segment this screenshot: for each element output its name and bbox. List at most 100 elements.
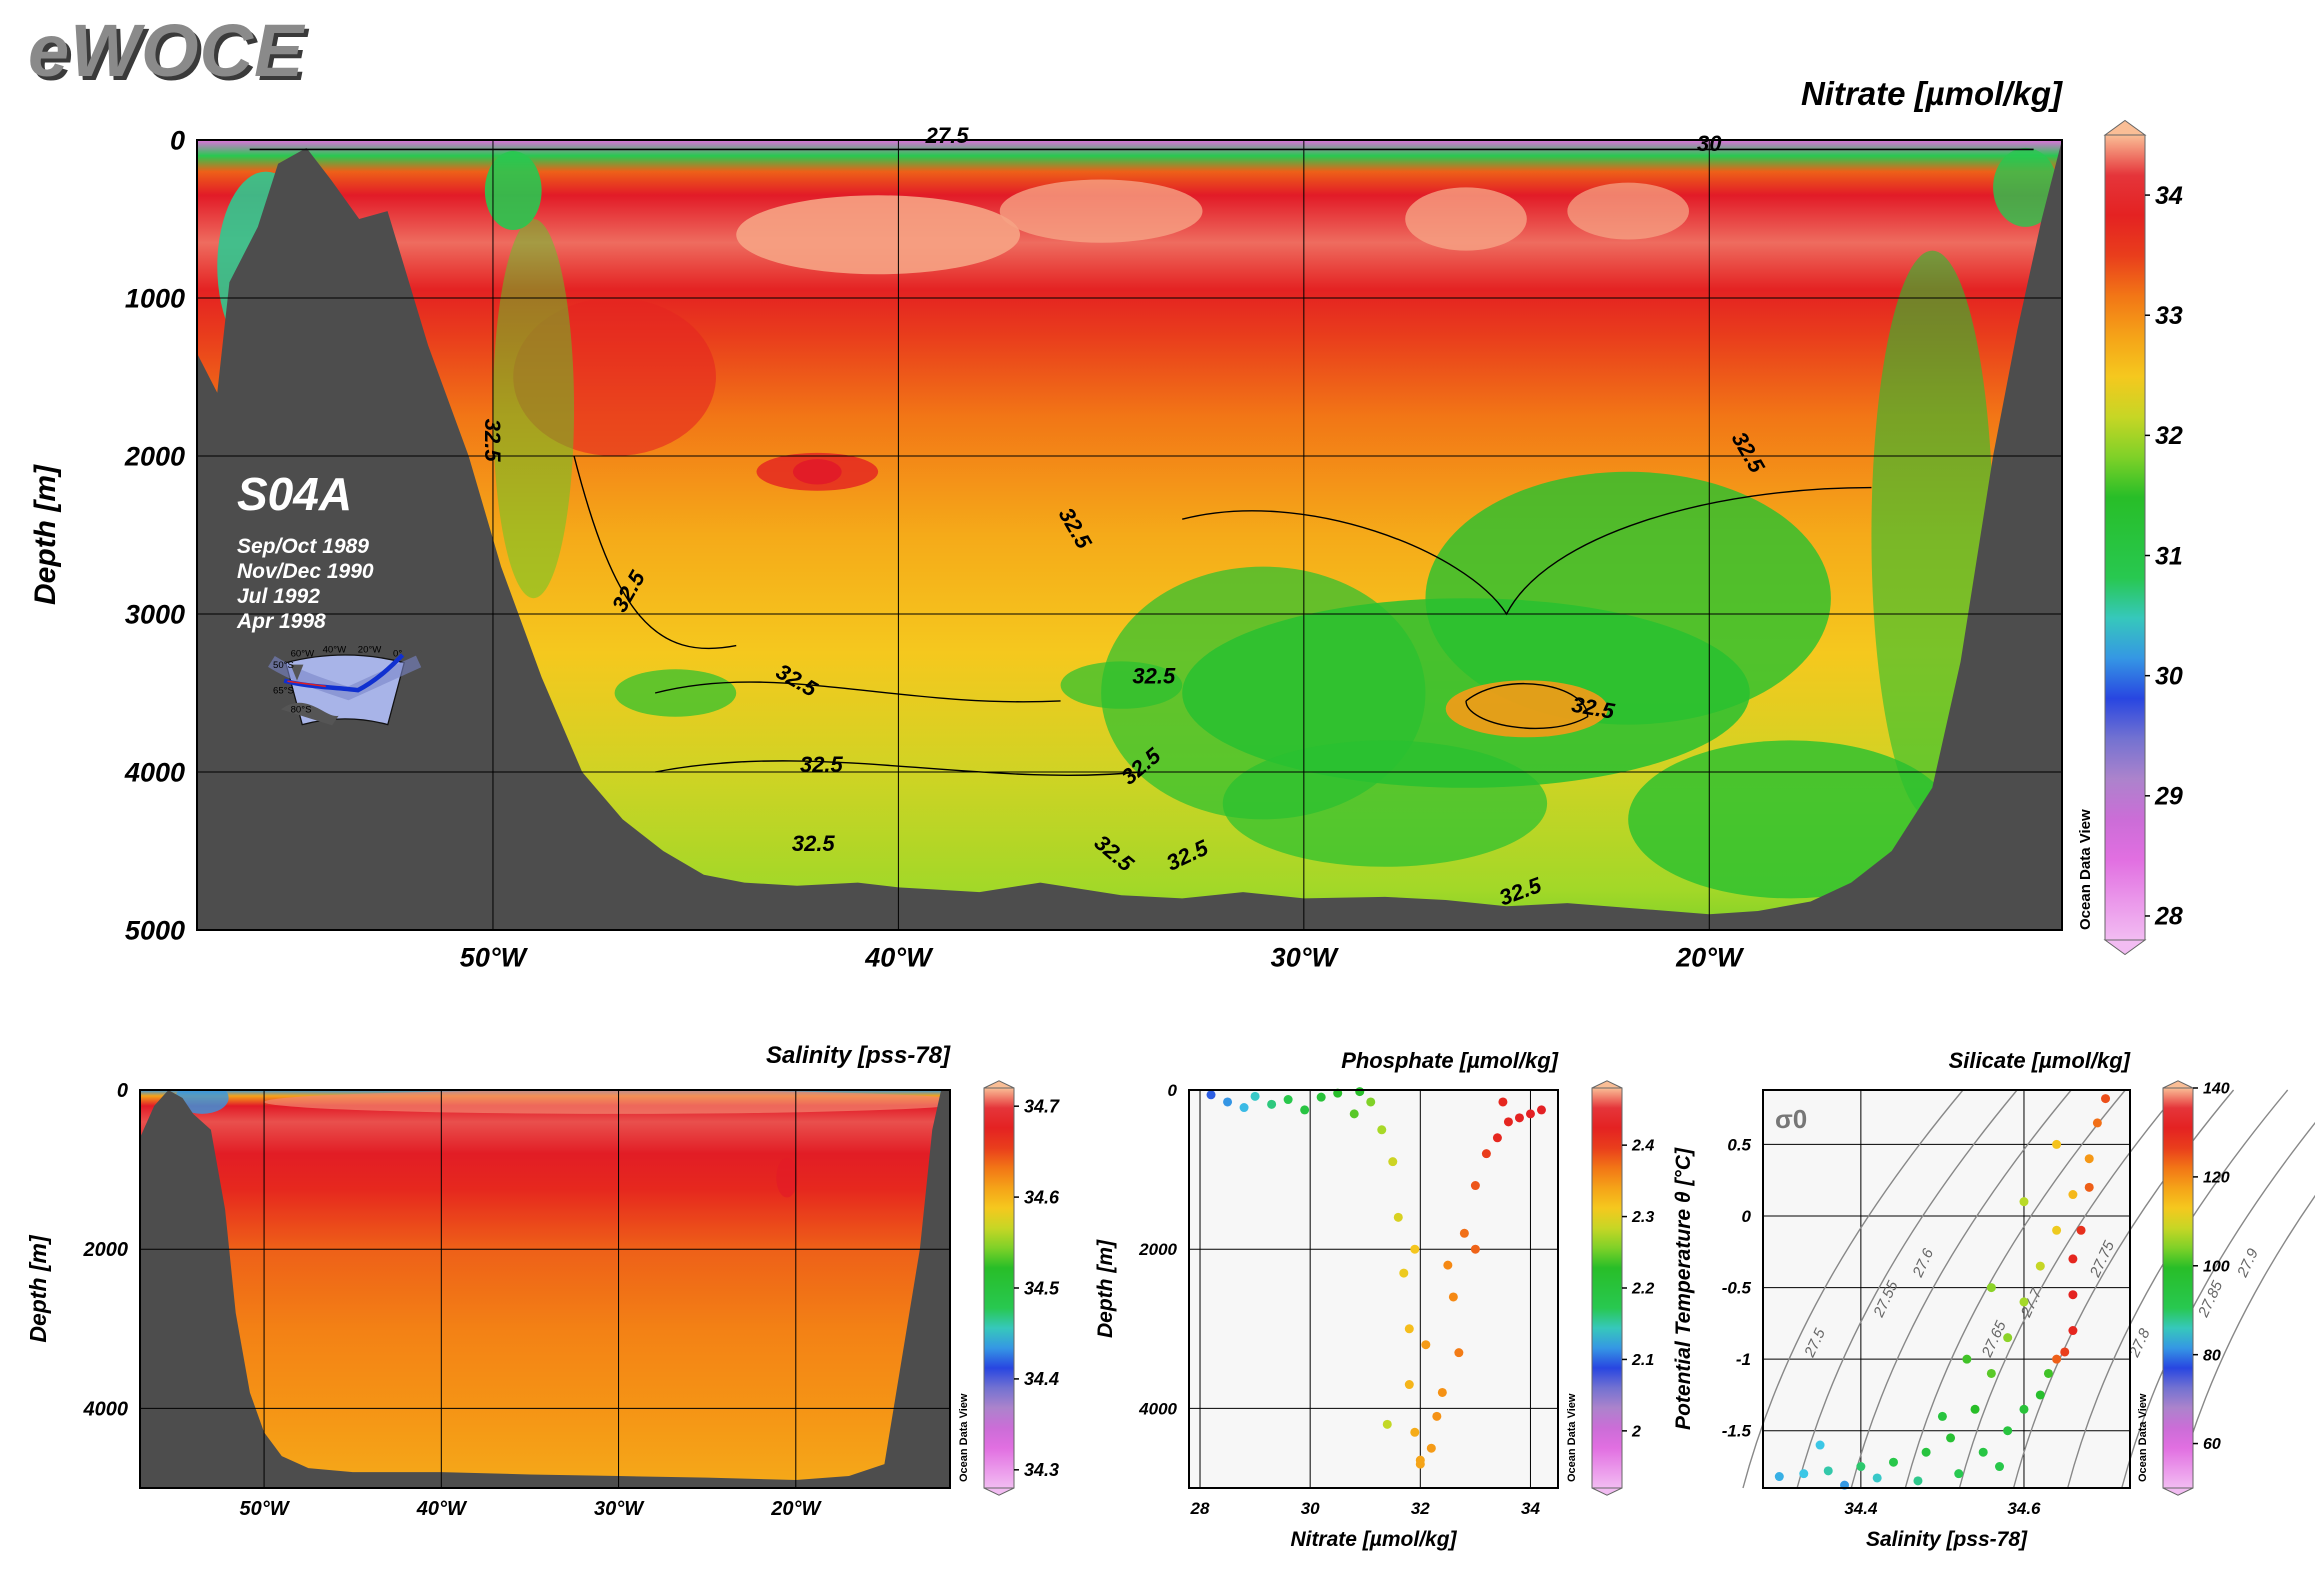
section-name: S04A — [237, 468, 352, 520]
scatter-point — [2019, 1297, 2029, 1307]
colorbar-tick-label: 120 — [2203, 1169, 2230, 1186]
scatter-point — [1946, 1433, 1956, 1443]
colorbar-ramp — [983, 1087, 1015, 1489]
isopycnal-label: 27.85 — [2195, 1278, 2227, 1321]
y-axis-label: Depth [m] — [1094, 1239, 1117, 1338]
colorbar-tick-label: 140 — [2203, 1081, 2230, 1098]
scatter-point — [1921, 1447, 1931, 1457]
colorbar-tick-label: 34 — [2155, 182, 2183, 210]
isopycnal-line — [1850, 1089, 2072, 1489]
isopycnal-line — [1796, 1089, 2018, 1489]
colorbar-tick-label: 33 — [2155, 302, 2183, 330]
field-patch — [776, 1157, 798, 1198]
scatter-point — [2019, 1197, 2029, 1207]
plot-frame — [1762, 1089, 2131, 1489]
colorbar-tick-label: 60 — [2203, 1436, 2221, 1453]
colorbar-bottom-arrow — [2162, 1487, 2194, 1496]
colorbar-tick-label: 34.3 — [1024, 1460, 1059, 1480]
scatter-point — [2101, 1094, 2111, 1104]
y-axis-label: Depth [m] — [25, 1234, 51, 1343]
scatter-point — [1536, 1105, 1546, 1115]
scatter-point — [1410, 1427, 1420, 1437]
scatter-point — [1404, 1324, 1414, 1334]
ocean-data-view-label: Ocean Data View — [958, 1393, 970, 1482]
scatter-point — [1503, 1117, 1513, 1127]
colorbar-bottom-arrow — [983, 1487, 1015, 1496]
bathymetry-seafloor — [140, 1090, 950, 1488]
scatter-point — [2068, 1190, 2078, 1200]
isopycnal-label: 27.9 — [2234, 1245, 2262, 1280]
scatter-point — [2076, 1225, 2086, 1235]
field-patch — [1060, 661, 1183, 709]
scatter-point — [2068, 1290, 2078, 1300]
isopycnal-line — [2121, 1121, 2315, 1489]
scatter-point — [1206, 1090, 1216, 1100]
chart-title: Salinity [pss-78] — [766, 1042, 951, 1069]
scatter-point — [1388, 1157, 1398, 1167]
y-tick-label: 2000 — [83, 1239, 129, 1261]
chart-title: Silicate [µmol/kg] — [1949, 1048, 2131, 1073]
y-tick-label: 0 — [117, 1080, 128, 1102]
y-axis-label: Potential Temperature θ [°C] — [1672, 1147, 1695, 1430]
scatter-point — [1815, 1440, 1825, 1450]
x-axis-label: Nitrate [µmol/kg] — [1290, 1528, 1457, 1551]
map-south-america — [290, 664, 304, 681]
colorbar-tick-label: 29 — [2154, 783, 2183, 811]
nitrate-depth-scatter: 28 30 32 34 0 2000 4000 Nitrate [µmol/kg] Depth … — [1094, 1048, 1559, 1551]
contour-label: 32.5 — [480, 419, 505, 463]
y-axis-label: Depth [m] — [29, 464, 62, 605]
ewoce-logo: eWOCE — [28, 9, 305, 92]
isopycnal-symbol: σ0 — [1775, 1104, 1807, 1134]
scatter-point — [1432, 1411, 1442, 1421]
colorbar-ramp — [1591, 1087, 1623, 1489]
scatter-point — [2003, 1333, 2013, 1343]
map-shelf — [268, 655, 422, 701]
scatter-point — [2060, 1347, 2070, 1357]
contour-label: 30 — [1697, 131, 1722, 156]
x-tick-label: 50°W — [460, 942, 529, 972]
isopycnal-line — [1958, 1089, 2180, 1489]
map-label: 40°W — [323, 644, 348, 655]
contour-line — [1465, 682, 1589, 730]
scatter-point — [2068, 1326, 2078, 1336]
y-tick-label: 4000 — [124, 757, 185, 787]
y-tick-label: 0 — [170, 125, 185, 155]
chart-title: Nitrate [µmol/kg] — [1801, 75, 2063, 112]
silicate-colorbar: 60 80 100 120 140 — [2162, 1080, 2230, 1496]
bathymetry-seafloor — [197, 140, 2062, 930]
scatter-point — [1970, 1404, 1980, 1414]
ocean-data-view-label: Ocean Data View — [1566, 1393, 1578, 1482]
scatter-point — [2003, 1426, 2013, 1436]
field-patch — [484, 151, 542, 231]
scatter-point — [2035, 1261, 2045, 1271]
scatter-point — [1250, 1091, 1260, 1101]
x-axis-label: Salinity [pss-78] — [1866, 1528, 2028, 1551]
x-tick-label: 50°W — [240, 1498, 291, 1520]
scatter-point — [1349, 1109, 1359, 1119]
plot-background — [1189, 1090, 1558, 1488]
y-tick-label: -0.5 — [1722, 1279, 1752, 1298]
cruise-date: Nov/Dec 1990 — [237, 560, 374, 583]
scatter-point — [1888, 1457, 1898, 1467]
field-patch — [1425, 471, 1831, 725]
scatter-point — [2052, 1225, 2062, 1235]
scatter-point — [1470, 1181, 1480, 1191]
x-tick-label: 32 — [1411, 1499, 1430, 1518]
scatter-point — [1799, 1469, 1809, 1479]
chart-title: Phosphate [µmol/kg] — [1341, 1048, 1558, 1073]
y-tick-label: -1.5 — [1722, 1422, 1752, 1441]
scatter-point — [2043, 1368, 2053, 1378]
x-tick-label: 34 — [1521, 1499, 1540, 1518]
scatter-point — [1459, 1228, 1469, 1238]
colorbar-top-arrow — [983, 1080, 1015, 1089]
colorbar-tick-label: 2.3 — [1631, 1209, 1654, 1226]
colorbar-tick-label: 34.6 — [1024, 1187, 1060, 1207]
isopycnal-line — [2175, 1194, 2315, 1489]
scatter-point — [1514, 1113, 1524, 1123]
plot-frame — [1188, 1089, 1559, 1489]
x-tick-label: 28 — [1190, 1499, 1210, 1518]
x-tick-label: 34.4 — [1844, 1499, 1878, 1518]
map-label: 50°S — [273, 660, 294, 671]
field-patch — [792, 459, 842, 485]
